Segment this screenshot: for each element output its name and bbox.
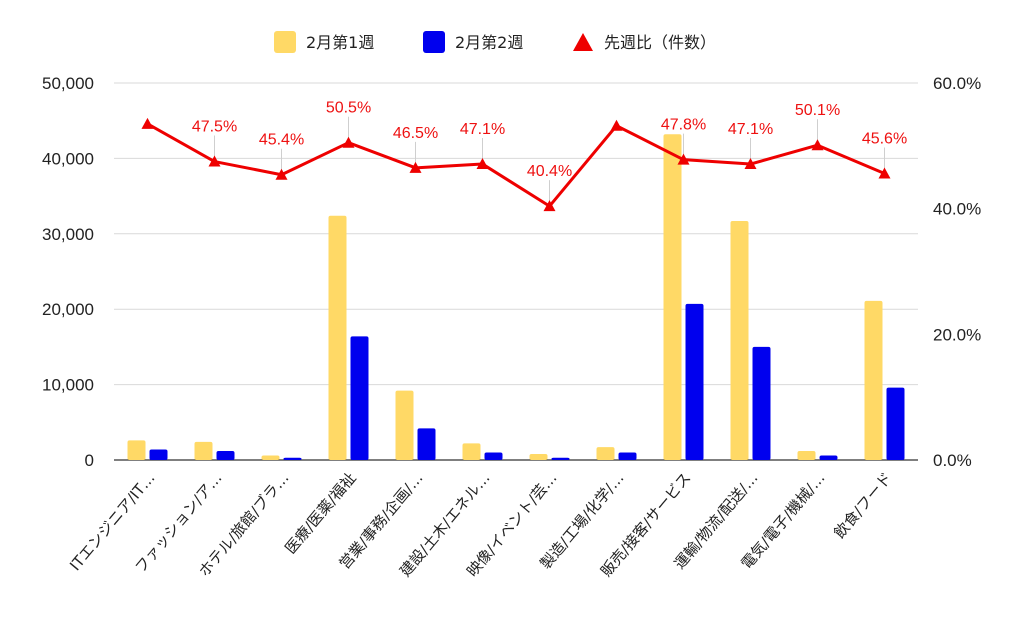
legend-label-ratio: 先週比（件数） bbox=[604, 33, 716, 52]
bar-week2 bbox=[551, 457, 570, 460]
bar-week2 bbox=[484, 452, 503, 460]
ratio-data-label: 47.5% bbox=[192, 119, 237, 136]
bar-week1 bbox=[328, 215, 347, 460]
legend-label-week1: 2月第1週 bbox=[306, 33, 374, 52]
bars bbox=[127, 134, 905, 460]
ratio-marker bbox=[208, 155, 221, 167]
bar-week2 bbox=[283, 457, 302, 460]
data-labels: 47.5% 45.4% 50.5% 46.5% 47.1% 40.4% 47.8% 47.1%… bbox=[192, 100, 907, 180]
ratio-marker bbox=[878, 167, 891, 179]
legend-swatch-week1 bbox=[274, 31, 296, 53]
right-tick-label: 60.0% bbox=[933, 74, 981, 93]
bar-week2 bbox=[216, 450, 235, 460]
ratio-marker bbox=[610, 119, 623, 131]
ratio-marker bbox=[744, 158, 757, 170]
ratio-marker bbox=[811, 139, 824, 151]
ratio-data-label: 50.1% bbox=[795, 102, 840, 119]
bar-week1 bbox=[261, 455, 280, 460]
category-label: 飲食/フード bbox=[830, 469, 895, 542]
bar-week2 bbox=[685, 303, 704, 460]
category-labels: ITエンジニア/IT…ファッション/ア…ホテル/旅館/ブラ…医療/医薬/福祉営業… bbox=[66, 469, 895, 580]
bar-week2 bbox=[350, 336, 369, 460]
legend: 2月第1週 2月第2週 先週比（件数） bbox=[274, 31, 716, 53]
bar-week1 bbox=[529, 453, 548, 460]
bar-week1 bbox=[730, 220, 749, 460]
ratio-data-label: 46.5% bbox=[393, 125, 438, 142]
ratio-data-label: 47.1% bbox=[460, 121, 505, 138]
ratio-marker bbox=[476, 158, 489, 170]
ratio-data-label: 47.1% bbox=[728, 121, 773, 138]
gridlines bbox=[114, 82, 918, 461]
ratio-marker bbox=[543, 200, 556, 212]
ratio-data-label: 50.5% bbox=[326, 100, 371, 117]
bar-week1 bbox=[194, 441, 213, 460]
category-label: 医療/医薬/福祉 bbox=[281, 469, 359, 557]
bar-week1 bbox=[797, 450, 816, 460]
ratio-data-label: 45.6% bbox=[862, 130, 907, 147]
bar-week1 bbox=[462, 443, 481, 460]
ratio-marker bbox=[275, 168, 288, 180]
ratio-data-label: 47.8% bbox=[661, 117, 706, 134]
bar-week2 bbox=[752, 346, 771, 460]
legend-label-week2: 2月第2週 bbox=[455, 33, 523, 52]
bar-week1 bbox=[127, 440, 146, 460]
bar-week1 bbox=[663, 134, 682, 460]
ratio-data-label: 45.4% bbox=[259, 132, 304, 149]
bar-week1 bbox=[596, 447, 615, 460]
right-tick-label: 20.0% bbox=[933, 325, 981, 344]
legend-swatch-week2 bbox=[423, 31, 445, 53]
bar-week2 bbox=[819, 455, 838, 460]
ratio-data-label: 40.4% bbox=[527, 163, 572, 180]
left-tick-label: 50,000 bbox=[42, 74, 94, 93]
ratio-polyline bbox=[146, 122, 886, 208]
bar-week1 bbox=[395, 390, 414, 460]
bar-week2 bbox=[618, 452, 637, 460]
left-tick-label: 30,000 bbox=[42, 225, 94, 244]
left-tick-label: 10,000 bbox=[42, 376, 94, 395]
bar-week1 bbox=[864, 300, 883, 460]
ratio-line bbox=[141, 116, 891, 212]
legend-marker-ratio bbox=[573, 33, 593, 51]
left-tick-label: 20,000 bbox=[42, 300, 94, 319]
ratio-marker bbox=[342, 136, 355, 148]
bar-week2 bbox=[417, 428, 436, 460]
left-tick-label: 40,000 bbox=[42, 149, 94, 168]
right-axis: 0.0% 20.0% 40.0% 60.0% bbox=[933, 74, 981, 470]
right-tick-label: 0.0% bbox=[933, 451, 972, 470]
ratio-marker bbox=[141, 117, 154, 129]
left-tick-label: 0 bbox=[85, 451, 94, 470]
left-axis: 0 10,000 20,000 30,000 40,000 50,000 bbox=[42, 74, 94, 470]
ratio-marker bbox=[677, 153, 690, 165]
right-tick-label: 40.0% bbox=[933, 200, 981, 219]
bar-week2 bbox=[149, 449, 168, 460]
bar-week2 bbox=[886, 387, 905, 460]
ratio-marker bbox=[409, 161, 422, 173]
